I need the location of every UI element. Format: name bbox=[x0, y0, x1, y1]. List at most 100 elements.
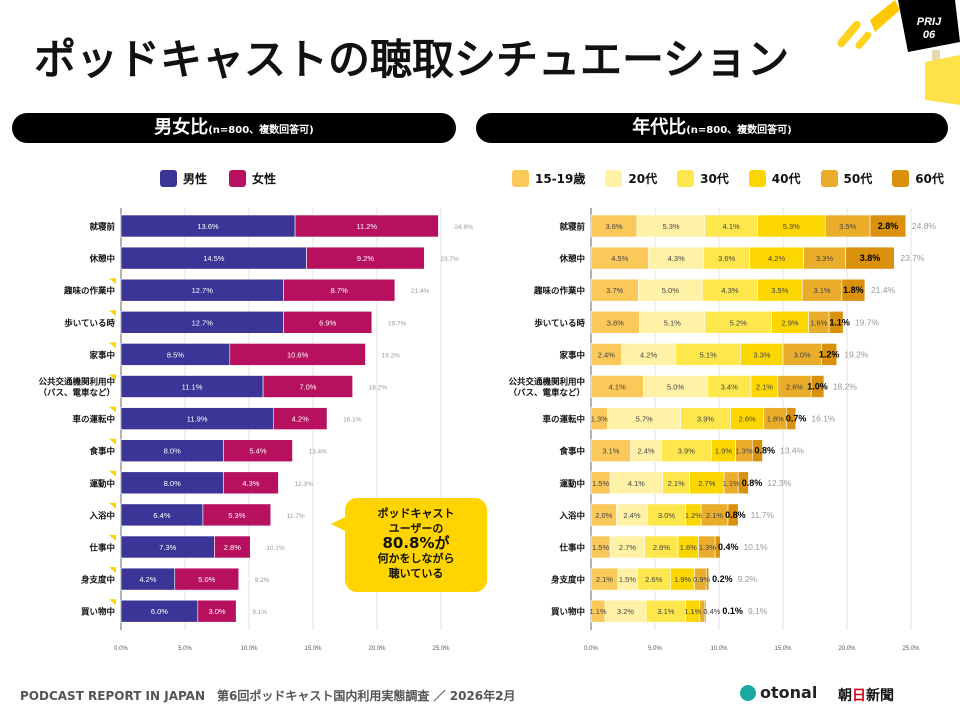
data-label: 0.4% bbox=[718, 542, 739, 552]
total-label: 11.7% bbox=[287, 513, 305, 520]
data-label: 3.8% bbox=[607, 318, 624, 327]
bar-segment bbox=[223, 439, 293, 462]
legend-label: 女性 bbox=[252, 172, 277, 186]
age-chart-subtitle: (n=800、複数回答可) bbox=[686, 125, 792, 136]
page-badge: PRIJ 06 bbox=[898, 8, 960, 52]
data-label: 1.6% bbox=[680, 543, 697, 552]
data-label: 2.4% bbox=[637, 447, 654, 456]
corner-marker bbox=[109, 342, 116, 349]
otonal-logo-text: otonal bbox=[760, 683, 818, 702]
data-label: 0.7% bbox=[786, 414, 807, 424]
badge-line1: PRIJ bbox=[916, 16, 942, 28]
data-label: 0.9% bbox=[693, 575, 710, 584]
bar-segment bbox=[821, 343, 838, 366]
data-label: 1.1% bbox=[723, 479, 740, 488]
data-label: 0.4% bbox=[703, 607, 720, 616]
x-tick-label: 20.0% bbox=[368, 646, 386, 652]
data-label: 8.0% bbox=[164, 479, 181, 488]
bar-segment bbox=[223, 471, 279, 495]
category-label: 仕事中 bbox=[88, 543, 115, 553]
bar-segment bbox=[845, 246, 895, 270]
bar-segment bbox=[704, 599, 707, 623]
x-tick-label: 15.0% bbox=[774, 646, 792, 652]
total-label: 19.7% bbox=[388, 320, 407, 327]
category-label: 入浴中 bbox=[558, 510, 585, 520]
data-label: 3.3% bbox=[816, 254, 833, 263]
data-label: 2.6% bbox=[645, 575, 662, 584]
asahi-logo-char: 朝 bbox=[838, 688, 852, 704]
data-label: 11.1% bbox=[182, 383, 203, 392]
data-label: 1.1% bbox=[684, 607, 701, 616]
decorative-graphic bbox=[837, 0, 960, 105]
legend-item: 60代 bbox=[892, 170, 944, 187]
bar-segment bbox=[751, 439, 763, 462]
legend-item: 男性 bbox=[160, 170, 207, 187]
category-label: 休憩中 bbox=[88, 254, 115, 264]
data-label: 1.5% bbox=[619, 575, 636, 584]
data-label: 7.3% bbox=[159, 543, 176, 552]
category-label: 入浴中 bbox=[88, 510, 115, 520]
data-label: 5.3% bbox=[662, 222, 679, 231]
total-label: 10.1% bbox=[266, 545, 285, 552]
data-label: 1.2% bbox=[819, 349, 840, 359]
total-label: 19.2% bbox=[381, 352, 400, 359]
data-label: 3.1% bbox=[602, 447, 619, 456]
gender-chart-title: 男女比 bbox=[154, 117, 209, 138]
data-label: 1.3% bbox=[735, 447, 752, 456]
legend-item: 40代 bbox=[748, 170, 801, 187]
data-label: 1.9% bbox=[715, 447, 732, 456]
total-label: 24.8% bbox=[912, 221, 937, 231]
corner-marker bbox=[109, 535, 116, 541]
data-label: 4.1% bbox=[723, 222, 740, 231]
category-label: 就寝前 bbox=[89, 222, 115, 232]
data-label: 2.4% bbox=[623, 511, 640, 520]
data-label: 6.9% bbox=[319, 318, 336, 327]
data-label: 5.7% bbox=[636, 415, 653, 424]
otonal-logo: otonal bbox=[740, 683, 817, 702]
total-label: 16.1% bbox=[811, 414, 836, 424]
category-label: 公共交通機関利用中 bbox=[38, 377, 115, 387]
data-label: 3.0% bbox=[794, 350, 811, 359]
data-label: 4.1% bbox=[609, 383, 626, 392]
asahi-logo-char: 日 bbox=[852, 688, 866, 704]
data-label: 7.0% bbox=[299, 383, 316, 392]
total-label: 9.2% bbox=[255, 577, 270, 584]
data-label: 0.8% bbox=[725, 510, 746, 520]
data-label: 2.4% bbox=[598, 350, 615, 359]
total-label: 9.1% bbox=[748, 606, 768, 616]
total-label: 24.8% bbox=[454, 224, 473, 231]
data-label: 4.2% bbox=[139, 575, 156, 584]
legend-label: 60代 bbox=[915, 172, 944, 186]
legend-swatch bbox=[748, 170, 766, 187]
corner-marker bbox=[109, 438, 116, 445]
data-label: 1.3% bbox=[699, 543, 716, 552]
data-label: 2.6% bbox=[786, 383, 803, 392]
data-label: 8.5% bbox=[167, 350, 184, 359]
callout-line: 何かをしながら bbox=[377, 552, 455, 565]
legend-swatch bbox=[677, 170, 695, 187]
asahi-logo: 朝日新聞 bbox=[838, 685, 894, 705]
category-label: 家事中 bbox=[559, 350, 585, 360]
category-label: 就寝前 bbox=[559, 222, 585, 232]
legend-item: 女性 bbox=[229, 170, 276, 187]
legend-item: 50代 bbox=[820, 170, 872, 187]
bar-segment bbox=[786, 407, 797, 430]
x-tick-label: 25.0% bbox=[432, 646, 450, 652]
data-label: 2.1% bbox=[706, 511, 723, 520]
total-label: 10.1% bbox=[743, 542, 768, 552]
data-label: 10.6% bbox=[287, 350, 309, 359]
category-label: 運動中 bbox=[89, 478, 115, 488]
total-label: 19.7% bbox=[855, 317, 880, 327]
bar-segment bbox=[810, 375, 825, 398]
data-label: 1.0% bbox=[807, 382, 828, 392]
data-label: 4.2% bbox=[768, 254, 785, 263]
x-tick-label: 25.0% bbox=[902, 646, 920, 652]
data-label: 12.7% bbox=[192, 318, 214, 327]
bar-segment bbox=[828, 311, 844, 334]
callout-line: ポッドキャスト bbox=[377, 507, 455, 520]
footer-report: PODCAST REPORT IN JAPAN 第6回ポッドキャスト国内利用実態… bbox=[20, 689, 516, 703]
total-label: 18.2% bbox=[833, 382, 858, 392]
data-label: 1.8% bbox=[767, 415, 784, 424]
data-label: 3.4% bbox=[721, 383, 738, 392]
data-label: 1.9% bbox=[674, 575, 691, 584]
